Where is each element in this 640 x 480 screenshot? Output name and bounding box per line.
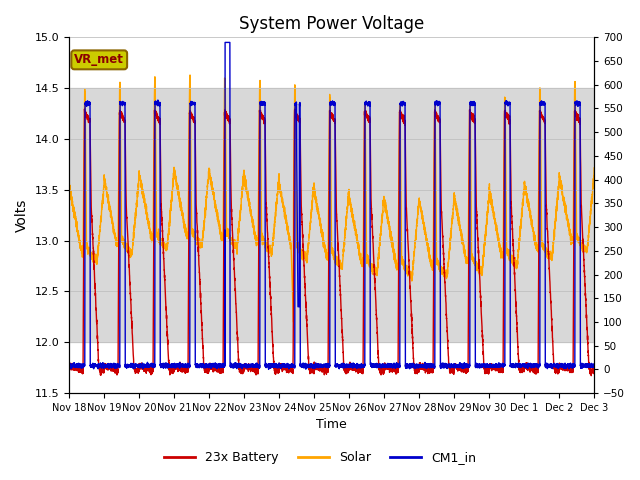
Bar bbox=[69, 88, 594, 342]
23x Battery bbox=[588, 373, 595, 379]
23x Battery bbox=[81, 106, 88, 112]
23x Battery bbox=[262, 165, 269, 171]
Solar bbox=[589, 191, 596, 197]
Solar bbox=[404, 265, 412, 271]
X-axis label: Time: Time bbox=[316, 419, 347, 432]
CM1_in bbox=[177, 364, 185, 370]
23x Battery bbox=[589, 369, 596, 374]
23x Battery bbox=[404, 237, 412, 242]
Solar bbox=[590, 165, 598, 171]
23x Battery bbox=[172, 363, 180, 369]
CM1_in bbox=[262, 364, 269, 370]
Solar bbox=[186, 72, 194, 78]
CM1_in bbox=[265, 367, 273, 372]
Line: Solar: Solar bbox=[69, 75, 594, 322]
Text: VR_met: VR_met bbox=[74, 53, 124, 66]
Line: CM1_in: CM1_in bbox=[69, 42, 594, 370]
23x Battery bbox=[65, 360, 73, 366]
Solar bbox=[289, 319, 297, 325]
Solar bbox=[177, 207, 185, 213]
Solar bbox=[172, 178, 180, 184]
23x Battery bbox=[479, 335, 486, 340]
CM1_in bbox=[589, 363, 596, 369]
Y-axis label: Volts: Volts bbox=[15, 199, 29, 232]
CM1_in bbox=[479, 361, 486, 367]
Solar bbox=[479, 264, 486, 269]
CM1_in bbox=[221, 39, 229, 45]
Line: 23x Battery: 23x Battery bbox=[69, 109, 594, 376]
Solar bbox=[262, 241, 269, 247]
CM1_in bbox=[172, 362, 180, 368]
Legend: 23x Battery, Solar, CM1_in: 23x Battery, Solar, CM1_in bbox=[159, 446, 481, 469]
23x Battery bbox=[177, 365, 185, 371]
CM1_in bbox=[404, 364, 412, 370]
Solar bbox=[65, 183, 73, 189]
CM1_in bbox=[590, 363, 598, 369]
CM1_in bbox=[65, 363, 73, 369]
Title: System Power Voltage: System Power Voltage bbox=[239, 15, 424, 33]
23x Battery bbox=[590, 364, 598, 370]
